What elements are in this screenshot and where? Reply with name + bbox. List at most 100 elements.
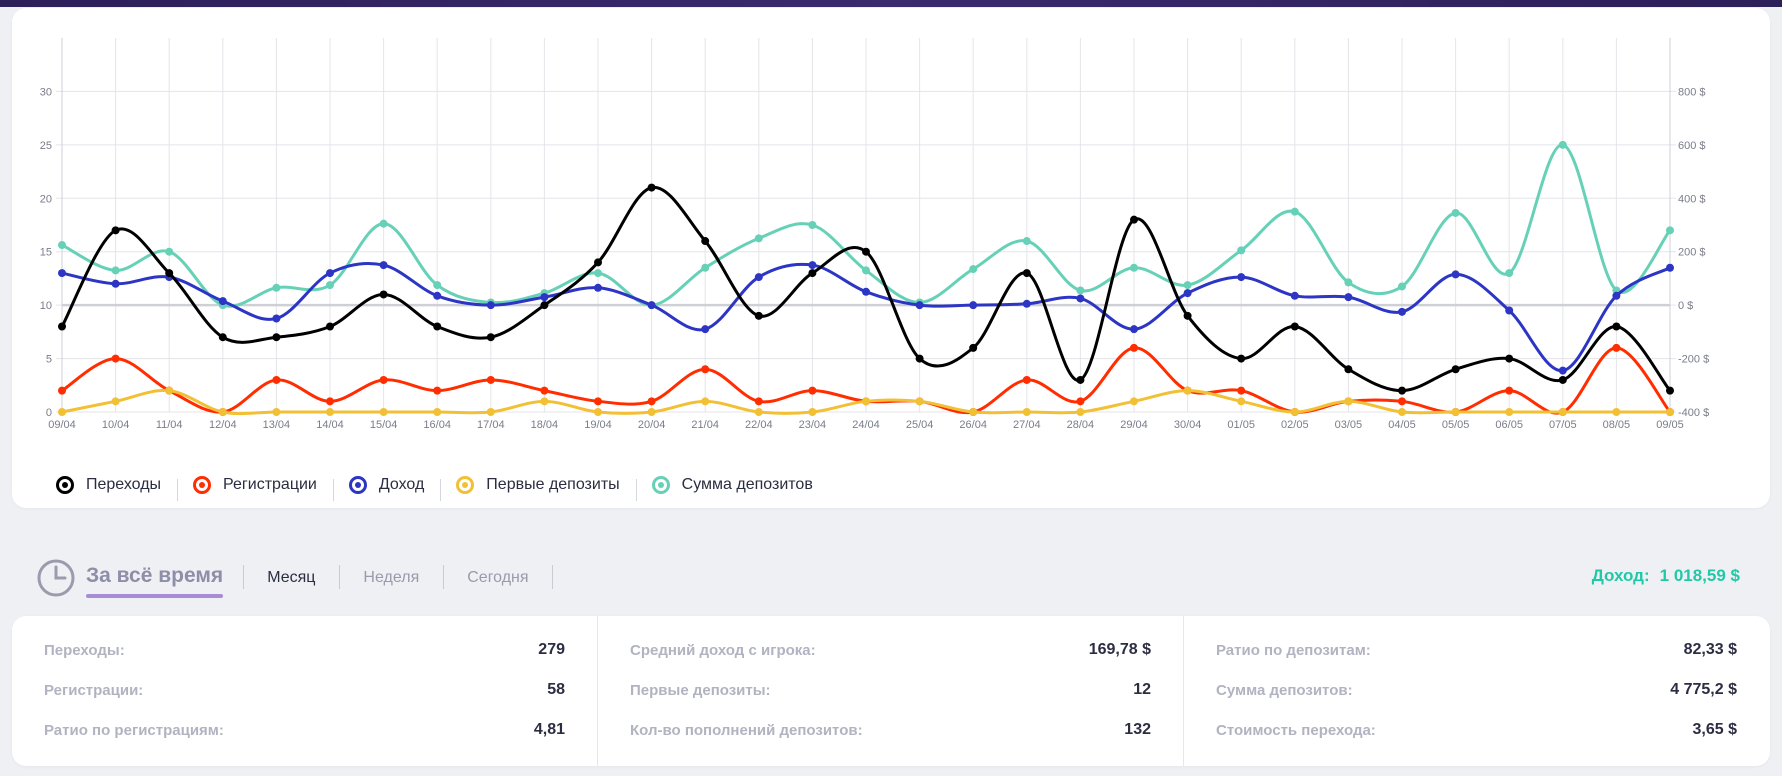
data-point [1666,386,1674,395]
data-point [433,291,442,300]
data-point [433,322,442,331]
stats-line-chart: 0 5 10 15 20 25 30 -400 $ -200 $ 0 $ 200 $ 400 $ 600… [40,38,1709,431]
data-point [1237,397,1246,406]
data-point [433,408,442,416]
data-point [540,301,549,310]
tab-week[interactable]: Неделя [339,565,443,589]
stat-label: Регистрации: [44,681,144,699]
data-point [808,269,817,278]
data-point [379,219,388,228]
stat-row: Переходы: 279 [44,638,565,662]
legend-label: Сумма депозитов [681,476,813,493]
stat-value: 3,65 $ [1692,721,1737,738]
data-point [1183,281,1192,290]
tab-all-time[interactable]: За всё время [86,564,224,598]
x-tick-label: 01/05 [1227,419,1255,431]
data-point [111,279,120,288]
x-tick-label: 15/04 [370,419,398,431]
data-point [754,397,763,406]
data-point [272,333,281,342]
data-point [486,375,495,384]
top-accent-bar [0,0,1782,7]
stat-label: Стоимость перехода: [1216,721,1376,739]
y-left-tick-label: 20 [40,193,52,205]
x-tick-label: 11/04 [156,419,183,431]
data-point [1666,263,1674,272]
legend-item-registrations[interactable]: Регистрации [177,476,333,501]
data-point [701,365,710,374]
data-point [326,322,334,331]
x-tick-label: 06/05 [1495,419,1523,431]
y-right-tick-label: 600 $ [1678,140,1706,152]
data-point [272,375,281,384]
stat-label: Ратио по регистрациям: [44,721,224,739]
legend-label: Доход [378,476,425,493]
data-point [58,241,66,250]
x-tick-label: 03/05 [1335,419,1363,431]
data-point [379,375,388,384]
stat-row: Сумма депозитов: 4 775,2 $ [1216,678,1737,702]
data-point [1022,375,1031,384]
data-point [165,247,174,256]
legend-item-first-deposits[interactable]: Первые депозиты [440,476,635,501]
data-point [1344,278,1353,287]
data-point [1451,365,1460,374]
data-point [1130,397,1138,406]
data-point [326,281,334,290]
data-point [862,266,870,275]
data-point [915,301,924,310]
data-point [754,311,763,320]
data-point [969,343,978,352]
data-point [165,269,174,278]
tab-today[interactable]: Сегодня [443,565,553,589]
income-summary: Доход: 1 018,59 $ [1592,566,1740,586]
data-point [272,283,281,292]
chart-card: 0 5 10 15 20 25 30 -400 $ -200 $ 0 $ 200 $ 400 $ 600… [12,8,1770,508]
period-selector: За всё время Месяц Неделя Сегодня [36,553,553,603]
data-point [272,314,281,323]
data-point [486,408,495,416]
data-point [1237,246,1246,255]
stats-column-2: Средний доход с игрока: 169,78 $ Первые … [597,616,1183,766]
stat-value: 279 [538,641,565,658]
legend-item-transitions[interactable]: Переходы [44,476,177,494]
legend-item-income[interactable]: Доход [332,476,440,501]
data-point [486,301,495,310]
data-point [1612,343,1621,352]
legend-label: Переходы [86,476,162,493]
x-tick-label: 07/05 [1549,419,1577,431]
data-point [647,301,656,310]
data-point [862,247,870,256]
x-tick-label: 21/04 [691,419,719,431]
data-point [218,297,227,306]
data-point [1076,294,1085,303]
stats-column-1: Переходы: 279 Регистрации: 58 Ратио по р… [12,616,597,766]
data-point [1183,386,1192,395]
data-point [594,408,602,416]
y-right-tick-label: 0 $ [1678,300,1693,312]
data-point [754,234,763,243]
x-tick-label: 18/04 [531,419,559,431]
stat-label: Ратио по депозитам: [1216,641,1371,659]
data-point [111,354,120,363]
data-point [1344,365,1353,374]
data-point [1612,291,1621,300]
tab-month[interactable]: Месяц [243,565,339,589]
stat-value: 4,81 [533,721,565,738]
x-tick-label: 23/04 [799,419,827,431]
legend-marker-icon [456,476,475,494]
legend-label: Регистрации [223,476,317,493]
data-point [1612,322,1621,331]
x-tick-label: 24/04 [852,419,880,431]
data-point [1398,397,1406,406]
stat-label: Переходы: [44,641,125,659]
y-left-tick-label: 0 [46,407,52,419]
data-point [754,408,763,416]
data-point [379,261,388,270]
x-tick-label: 28/04 [1067,419,1095,431]
x-tick-label: 20/04 [638,419,666,431]
data-point [58,408,66,416]
legend-item-deposit-sum[interactable]: Сумма депозитов [635,476,829,501]
x-tick-label: 26/04 [959,419,987,431]
data-point [1237,273,1246,282]
